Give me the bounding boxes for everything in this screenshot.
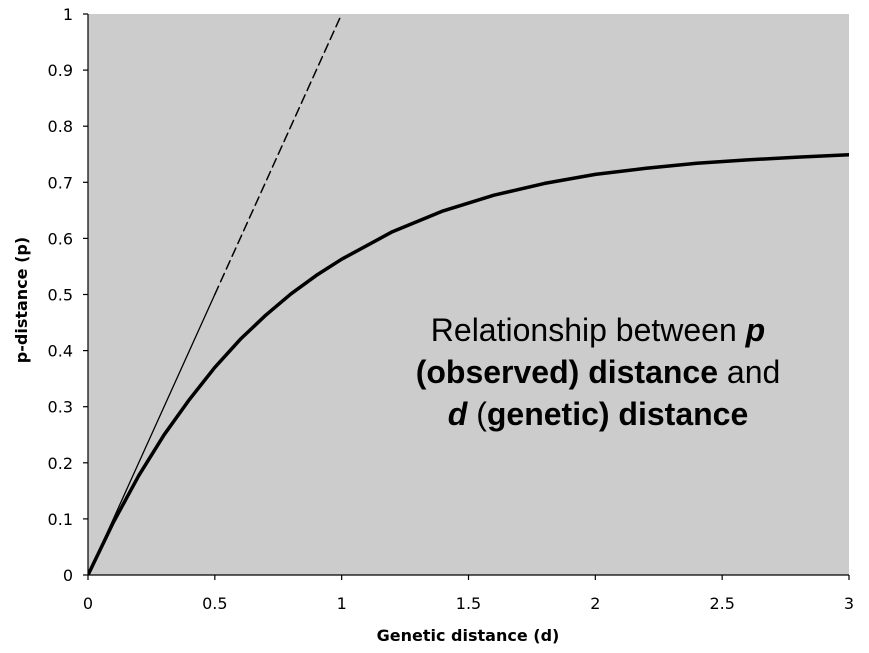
- y-tick-label: 0.8: [48, 117, 73, 136]
- x-tick-label: 0.5: [202, 594, 227, 613]
- series-line-thick-solid: [88, 153, 849, 575]
- annotation-line-3: d (genetic) distance: [448, 396, 749, 432]
- y-axis-title: p-distance (p): [12, 237, 31, 363]
- y-tick-label: 1: [63, 5, 73, 24]
- y-tick-label: 0.2: [48, 454, 73, 473]
- x-tick-label: 2.5: [709, 594, 734, 613]
- y-tick-label: 0.5: [48, 286, 73, 305]
- axes-layer: [83, 13, 850, 580]
- x-tick-label: 1.5: [456, 594, 481, 613]
- x-axis-title: Genetic distance (d): [377, 626, 560, 645]
- series-line-dashed: [214, 13, 343, 296]
- annotation-line-1: Relationship between p: [431, 312, 765, 348]
- y-tick-label: 0.3: [48, 398, 73, 417]
- y-tick-label: 0: [63, 566, 73, 585]
- x-tick-label: 3: [844, 594, 854, 613]
- y-tick-label: 0.6: [48, 229, 73, 248]
- y-tick-label: 0.7: [48, 173, 73, 192]
- series-line-thin-solid: [88, 293, 216, 575]
- y-tick-label: 0.4: [48, 342, 73, 361]
- y-tick-label: 0.9: [48, 61, 73, 80]
- series-layer: [88, 13, 849, 575]
- annotation-line-2: (observed) distance and: [416, 354, 781, 390]
- y-tick-label: 0.1: [48, 510, 73, 529]
- tick-labels: 0 0.1 0.2 0.3 0.4 0.5 0.6 0.7 0.8 0.9 1 0 0.5 1 1.5 2 2.…: [48, 5, 855, 613]
- x-tick-label: 1: [337, 594, 347, 613]
- x-tick-label: 0: [83, 594, 93, 613]
- x-tick-label: 2: [590, 594, 600, 613]
- plot-area: [88, 14, 849, 575]
